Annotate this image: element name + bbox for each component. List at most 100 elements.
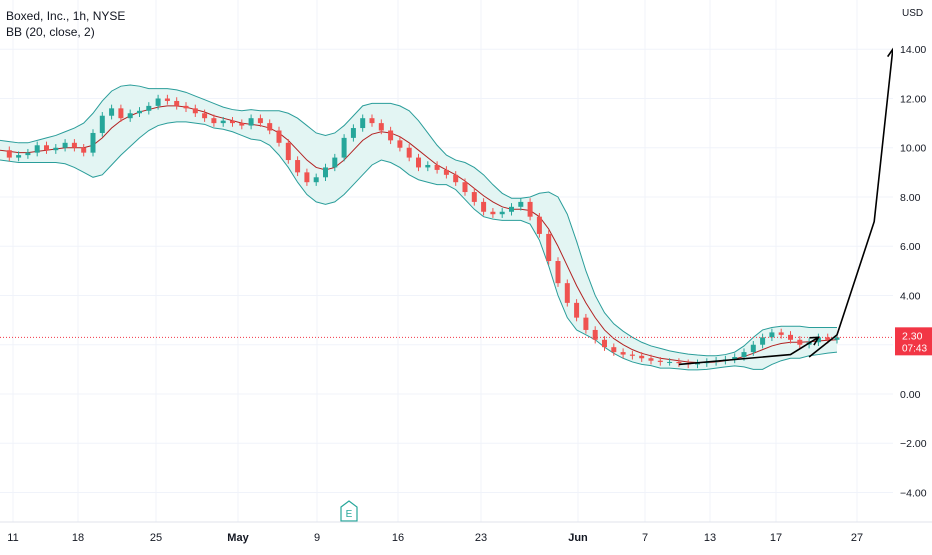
candle-body bbox=[490, 211, 496, 215]
time-axis-tick-label: 25 bbox=[150, 532, 162, 544]
candle-body bbox=[583, 317, 589, 330]
chart-legend: Boxed, Inc., 1h, NYSE BB (20, close, 2) bbox=[6, 8, 125, 40]
price-axis-tick-label: 14.00 bbox=[900, 44, 926, 56]
candle-body bbox=[648, 358, 654, 361]
candle-body bbox=[611, 347, 617, 353]
candle-body bbox=[602, 339, 607, 348]
candle-body bbox=[834, 337, 840, 340]
candle-body bbox=[815, 337, 821, 343]
candle-body bbox=[71, 142, 77, 148]
candle-body bbox=[220, 120, 226, 124]
candle-body bbox=[239, 123, 245, 126]
candle-body bbox=[16, 155, 22, 158]
candle-body bbox=[536, 216, 542, 234]
candle-body bbox=[341, 137, 347, 158]
bollinger-band-fill bbox=[0, 84, 837, 370]
drawing-arrow-1[interactable] bbox=[678, 336, 819, 366]
candle-body bbox=[750, 344, 756, 353]
candle-body bbox=[481, 201, 487, 212]
price-axis-tick-label: 12.00 bbox=[900, 93, 926, 105]
candle-body bbox=[462, 182, 468, 193]
candle-body bbox=[53, 147, 59, 151]
time-axis-tick-label: 7 bbox=[642, 532, 648, 544]
candle-body bbox=[127, 113, 133, 119]
candle-body bbox=[564, 283, 570, 303]
candle-body bbox=[192, 108, 198, 114]
candle-body bbox=[509, 206, 514, 212]
candle-body bbox=[155, 98, 161, 106]
candle-body bbox=[183, 105, 189, 109]
time-axis-tick-label: 27 bbox=[851, 532, 863, 544]
candle-body bbox=[741, 352, 747, 358]
candle-body bbox=[81, 147, 87, 153]
candle-body bbox=[44, 145, 49, 151]
price-axis-tick-label: 0.00 bbox=[900, 389, 921, 401]
candle-body bbox=[657, 360, 663, 362]
price-axis-tick-label: 4.00 bbox=[900, 290, 921, 302]
current-price-value: 2.30 bbox=[902, 330, 923, 342]
price-axis-tick-label: −2.00 bbox=[900, 438, 927, 450]
price-axis-tick-label: 10.00 bbox=[900, 143, 926, 155]
candle-body bbox=[99, 115, 105, 133]
drawing-arrow-2[interactable] bbox=[808, 49, 894, 358]
upper-band-line bbox=[0, 84, 837, 357]
candle-body bbox=[592, 329, 598, 340]
candle-body bbox=[146, 105, 152, 111]
candle-body bbox=[313, 177, 319, 183]
earnings-marker[interactable]: E bbox=[340, 500, 358, 522]
lower-band-line bbox=[0, 121, 838, 371]
candle-body bbox=[369, 118, 375, 124]
candle-body bbox=[416, 157, 421, 168]
candle-body bbox=[425, 164, 431, 168]
candle-body bbox=[285, 142, 291, 161]
candle-body bbox=[137, 110, 142, 114]
candle-body bbox=[629, 354, 635, 356]
candle-body bbox=[295, 160, 301, 173]
price-axis-unit: USD bbox=[902, 8, 923, 19]
candle-body bbox=[360, 118, 366, 129]
indicator-label[interactable]: BB (20, close, 2) bbox=[6, 25, 95, 39]
candle-body bbox=[555, 261, 561, 284]
time-axis-tick-label: 23 bbox=[475, 532, 487, 544]
candle-body bbox=[760, 337, 766, 345]
candle-body bbox=[499, 211, 505, 215]
candle-body bbox=[25, 152, 31, 156]
candle-body bbox=[304, 172, 310, 183]
candle-body bbox=[378, 123, 384, 131]
candle-body bbox=[267, 123, 273, 131]
candle-body bbox=[323, 167, 328, 178]
candle-body bbox=[639, 355, 645, 359]
time-axis-tick-label: May bbox=[227, 532, 249, 544]
candle-body bbox=[788, 334, 793, 340]
current-price-label-bg bbox=[895, 327, 932, 356]
candle-body bbox=[676, 361, 682, 364]
candle-body bbox=[434, 164, 440, 170]
candle-body bbox=[732, 357, 738, 360]
candle-body bbox=[109, 108, 115, 116]
price-axis-tick-label: 8.00 bbox=[900, 192, 921, 204]
candle-body bbox=[257, 118, 263, 124]
earnings-marker-label: E bbox=[346, 509, 353, 520]
candle-body bbox=[62, 142, 68, 148]
arrow-head bbox=[809, 336, 820, 346]
time-axis-bg bbox=[0, 522, 932, 550]
symbol-title[interactable]: Boxed, Inc., 1h, NYSE bbox=[6, 9, 126, 23]
time-axis-tick-label: Jun bbox=[568, 532, 588, 544]
candle-body bbox=[248, 118, 254, 126]
candle-body bbox=[118, 108, 124, 119]
candle-body bbox=[34, 145, 40, 153]
price-axis-bg bbox=[893, 0, 932, 550]
candle-body bbox=[797, 339, 803, 345]
candle-body bbox=[518, 201, 524, 207]
candle-body bbox=[443, 169, 449, 175]
candle-body bbox=[769, 332, 775, 338]
candle-body bbox=[778, 332, 784, 335]
candle-body bbox=[471, 192, 477, 202]
price-axis-tick-label: 6.00 bbox=[900, 241, 921, 253]
candle-body bbox=[574, 302, 580, 318]
candle-body bbox=[164, 98, 170, 101]
candle-body bbox=[695, 363, 700, 365]
time-axis-tick-label: 16 bbox=[392, 532, 404, 544]
